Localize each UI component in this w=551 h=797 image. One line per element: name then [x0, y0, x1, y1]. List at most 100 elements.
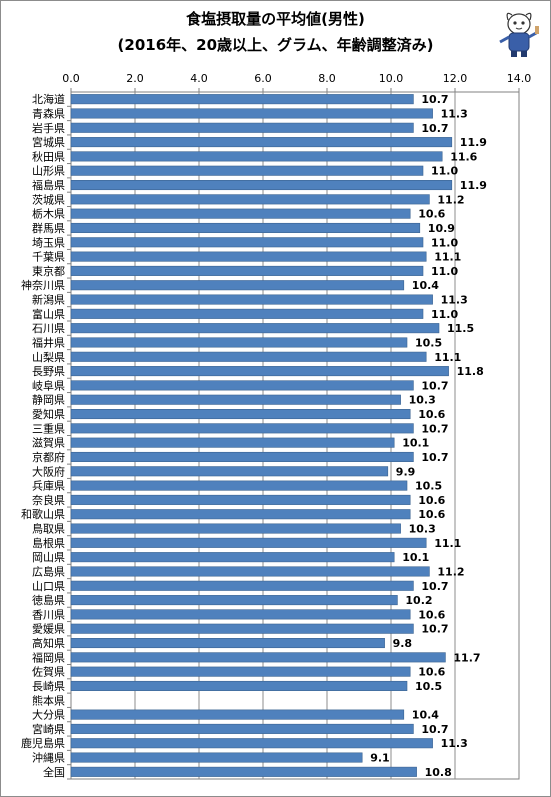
category-label: 岡山県	[32, 551, 65, 564]
x-tick-label: 0.0	[62, 72, 80, 85]
bar	[70, 494, 411, 505]
bar	[70, 366, 449, 377]
value-label: 11.9	[460, 136, 487, 149]
value-label: 10.7	[421, 580, 448, 593]
value-label: 10.6	[418, 608, 445, 621]
plot-area	[70, 91, 520, 780]
value-label: 11.1	[434, 351, 461, 364]
category-label: 三重県	[32, 421, 65, 435]
category-label: 秋田県	[32, 149, 65, 163]
bar	[70, 194, 430, 205]
value-label: 10.3	[409, 394, 436, 407]
value-label: 11.0	[431, 236, 458, 249]
value-label: 10.3	[409, 523, 436, 536]
x-tick-label: 4.0	[190, 72, 208, 85]
value-label: 11.1	[434, 251, 461, 264]
bar	[70, 509, 411, 520]
x-tick-label: 2.0	[126, 72, 144, 85]
category-label: 広島県	[32, 564, 65, 578]
category-label: 佐賀県	[32, 665, 65, 679]
bar	[70, 723, 414, 734]
x-tick-label: 14.0	[507, 72, 532, 85]
bar	[70, 265, 424, 276]
bar	[70, 709, 405, 720]
category-label: 香川県	[32, 608, 65, 621]
category-label: 山梨県	[32, 350, 65, 364]
category-label: 静岡県	[32, 393, 65, 407]
bar	[70, 108, 433, 119]
bar	[70, 451, 414, 462]
bar	[70, 752, 363, 763]
value-label: 11.2	[437, 565, 464, 578]
bar	[70, 122, 414, 133]
mascot-character-icon	[499, 12, 539, 57]
category-label: 青森県	[32, 106, 65, 120]
value-label: 11.7	[453, 651, 480, 664]
value-label: 10.6	[418, 508, 445, 521]
value-label: 10.7	[421, 379, 448, 392]
category-label: 茨城県	[32, 192, 65, 206]
category-label: 徳島県	[32, 593, 65, 607]
category-label: 群馬県	[32, 221, 65, 235]
category-label: 兵庫県	[32, 479, 65, 493]
bar	[70, 638, 385, 649]
chart-title: 食塩摂取量の平均値(男性)	[186, 10, 365, 28]
value-label: 10.7	[421, 451, 448, 464]
category-label: 埼玉県	[32, 235, 65, 249]
category-label: 新潟県	[32, 293, 65, 307]
category-label: 岐阜県	[32, 379, 65, 392]
category-label: 京都府	[32, 450, 65, 464]
value-label: 11.3	[441, 294, 468, 307]
value-label: 11.1	[434, 537, 461, 550]
bar	[70, 623, 414, 634]
value-label: 11.6	[450, 150, 477, 163]
x-tick-label: 8.0	[318, 72, 336, 85]
bar	[70, 738, 433, 749]
category-label: 岩手県	[32, 121, 65, 135]
value-label: 10.4	[412, 709, 439, 722]
category-label: 北海道	[32, 92, 65, 106]
bar	[70, 394, 401, 405]
category-label: 東京都	[32, 264, 65, 278]
x-tick-label: 10.0	[379, 72, 404, 85]
value-label: 9.8	[393, 637, 413, 650]
bar	[70, 323, 440, 334]
bar	[70, 237, 424, 248]
category-label: 長崎県	[32, 679, 65, 693]
category-label: 神奈川県	[21, 278, 65, 292]
bar	[70, 666, 411, 677]
category-label: 高知県	[32, 636, 65, 650]
value-label: 10.9	[428, 222, 455, 235]
bar	[70, 552, 395, 563]
bar	[70, 680, 408, 691]
bar	[70, 180, 453, 191]
bar	[70, 280, 405, 291]
category-label: 大阪府	[32, 464, 65, 478]
value-label: 10.6	[418, 408, 445, 421]
value-label: 10.8	[425, 766, 452, 779]
bar	[70, 308, 424, 319]
category-label: 福井県	[32, 335, 65, 349]
bar	[70, 337, 408, 348]
value-label: 10.5	[415, 336, 442, 349]
value-label: 9.1	[370, 752, 390, 765]
category-label: 長野県	[32, 365, 65, 378]
bar	[70, 652, 446, 663]
value-label: 10.7	[421, 122, 448, 135]
value-label: 10.6	[418, 208, 445, 221]
x-tick-label: 6.0	[254, 72, 272, 85]
value-label: 10.7	[421, 623, 448, 636]
category-label: 島根県	[32, 536, 65, 550]
value-label: 11.8	[457, 365, 484, 378]
category-label: 福島県	[32, 178, 65, 192]
category-label: 富山県	[32, 307, 65, 321]
bar	[70, 151, 443, 162]
category-label: 栃木県	[32, 207, 65, 221]
value-label: 11.3	[441, 737, 468, 750]
category-label: 鹿児島県	[21, 736, 65, 750]
value-label: 10.6	[418, 494, 445, 507]
category-label: 山形県	[32, 165, 65, 178]
bar	[70, 351, 427, 362]
category-label: 鳥取県	[32, 522, 65, 536]
value-label: 10.5	[415, 480, 442, 493]
